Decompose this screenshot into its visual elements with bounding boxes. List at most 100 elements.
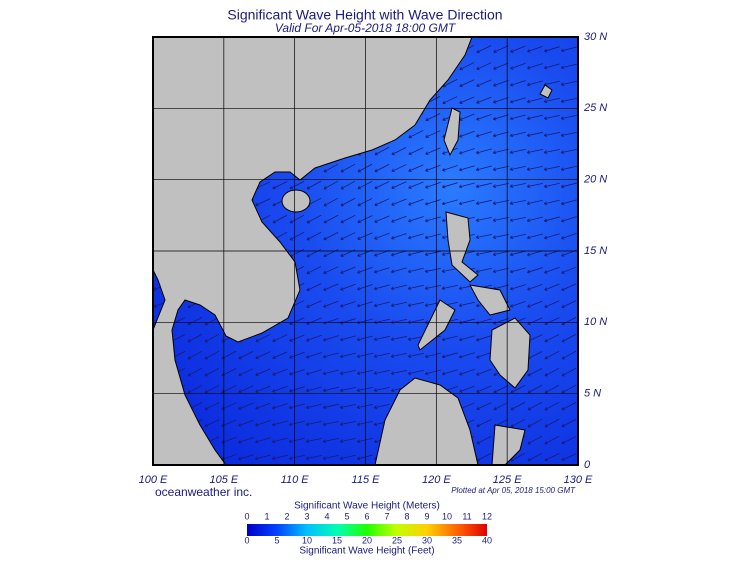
wave-arrow [288, 454, 305, 461]
wave-arrow [544, 283, 560, 291]
wave-arrow [510, 418, 526, 428]
wave-arrow [509, 148, 526, 155]
lon-label: 120 E [422, 474, 451, 486]
wave-arrow [544, 46, 560, 53]
wave-arrow [322, 438, 339, 443]
wave-arrow [527, 401, 543, 411]
wave-arrow [493, 45, 509, 54]
wave-arrow [255, 198, 271, 207]
wave-arrow [357, 198, 373, 207]
wave-arrow [357, 284, 373, 291]
feet-tick: 10 [302, 535, 312, 545]
wave-arrow [373, 386, 390, 392]
wave-arrow [544, 300, 560, 308]
wave-arrow [492, 131, 509, 138]
wave-arrow [373, 352, 390, 358]
wave-arrow [459, 369, 475, 376]
visayas [469, 284, 511, 316]
wave-arrow [527, 384, 543, 394]
wave-arrow [306, 266, 322, 275]
wave-arrow [407, 352, 424, 359]
lat-label: 25 N [583, 102, 607, 114]
wave-arrow [408, 147, 424, 156]
wave-arrow [357, 266, 373, 274]
wave-arrow [408, 216, 424, 223]
wave-arrow [459, 335, 475, 342]
wave-arrow [391, 215, 407, 223]
wave-arrow [492, 233, 509, 240]
wave-arrow [476, 45, 492, 54]
wave-arrow [255, 437, 271, 444]
wave-arrow [476, 351, 492, 359]
wave-arrow [390, 353, 407, 358]
wave-arrow [492, 200, 509, 205]
lon-label: 105 E [209, 474, 238, 486]
wave-arrow [544, 401, 560, 411]
wave-arrow [510, 97, 526, 104]
wave-arrow [476, 113, 492, 121]
wave-arrow [459, 165, 475, 172]
wave-arrow [391, 198, 407, 206]
wave-arrow [560, 132, 577, 137]
wave-arrow [492, 148, 509, 155]
wave-arrow [288, 403, 305, 410]
wave-arrow [407, 301, 424, 307]
meters-tick: 10 [442, 511, 452, 521]
wave-arrow [441, 285, 458, 290]
wave-arrow [391, 233, 407, 240]
wave-arrow [204, 350, 220, 360]
wave-arrow [475, 216, 492, 222]
wave-arrow [543, 114, 560, 121]
wave-arrow [441, 199, 458, 206]
wave-arrow [271, 454, 288, 461]
wave-arrow [424, 267, 441, 274]
wave-arrow [509, 200, 526, 205]
wave-arrow [306, 248, 322, 258]
wave-arrow [391, 164, 407, 173]
wave-arrow [475, 250, 492, 256]
feet-tick: 30 [422, 535, 432, 545]
wave-arrow [543, 199, 560, 206]
wave-arrow [323, 266, 339, 275]
wave-arrow [544, 435, 560, 445]
wave-arrow [526, 182, 543, 188]
wave-arrow [339, 404, 356, 409]
wave-arrow [255, 385, 271, 393]
meters-tick: 9 [424, 511, 429, 521]
wave-arrow [221, 350, 237, 360]
wave-arrow [442, 96, 458, 105]
wave-arrow [527, 283, 543, 291]
wave-arrow [475, 182, 492, 189]
wave-arrow [459, 79, 475, 88]
wave-arrow [425, 216, 441, 223]
wave-arrow [561, 266, 577, 274]
wave-arrow [560, 80, 577, 87]
wave-arrow [424, 250, 441, 257]
wave-arrow [425, 147, 441, 155]
wave-arrow [356, 352, 373, 359]
wave-arrow [561, 436, 577, 445]
wave-arrow [306, 369, 322, 376]
wave-arrow [356, 387, 373, 392]
wave-arrow [561, 401, 577, 411]
wave-arrow [339, 335, 356, 342]
wave-arrow [340, 266, 356, 274]
wave-arrow [238, 351, 254, 360]
wave-arrow [289, 369, 305, 376]
meters-tick: 7 [384, 511, 389, 521]
feet-tick: 25 [392, 535, 402, 545]
wave-arrow [305, 437, 322, 443]
wave-arrow [561, 216, 577, 223]
wave-arrow [356, 404, 373, 409]
axis-labels: 30 N 25 N 20 N 15 N 10 N 5 N 0 100 E 105 E 110 E 1… [139, 31, 608, 486]
wave-arrow [561, 233, 577, 240]
wave-arrow [408, 130, 424, 139]
wave-arrow [322, 369, 339, 376]
wave-arrow [544, 233, 560, 240]
taiwan [443, 107, 461, 157]
wave-arrow [390, 336, 407, 341]
lat-label: 10 N [584, 316, 607, 328]
wave-arrow [339, 437, 356, 444]
wave-arrow [476, 96, 492, 104]
wave-arrow [459, 352, 475, 359]
